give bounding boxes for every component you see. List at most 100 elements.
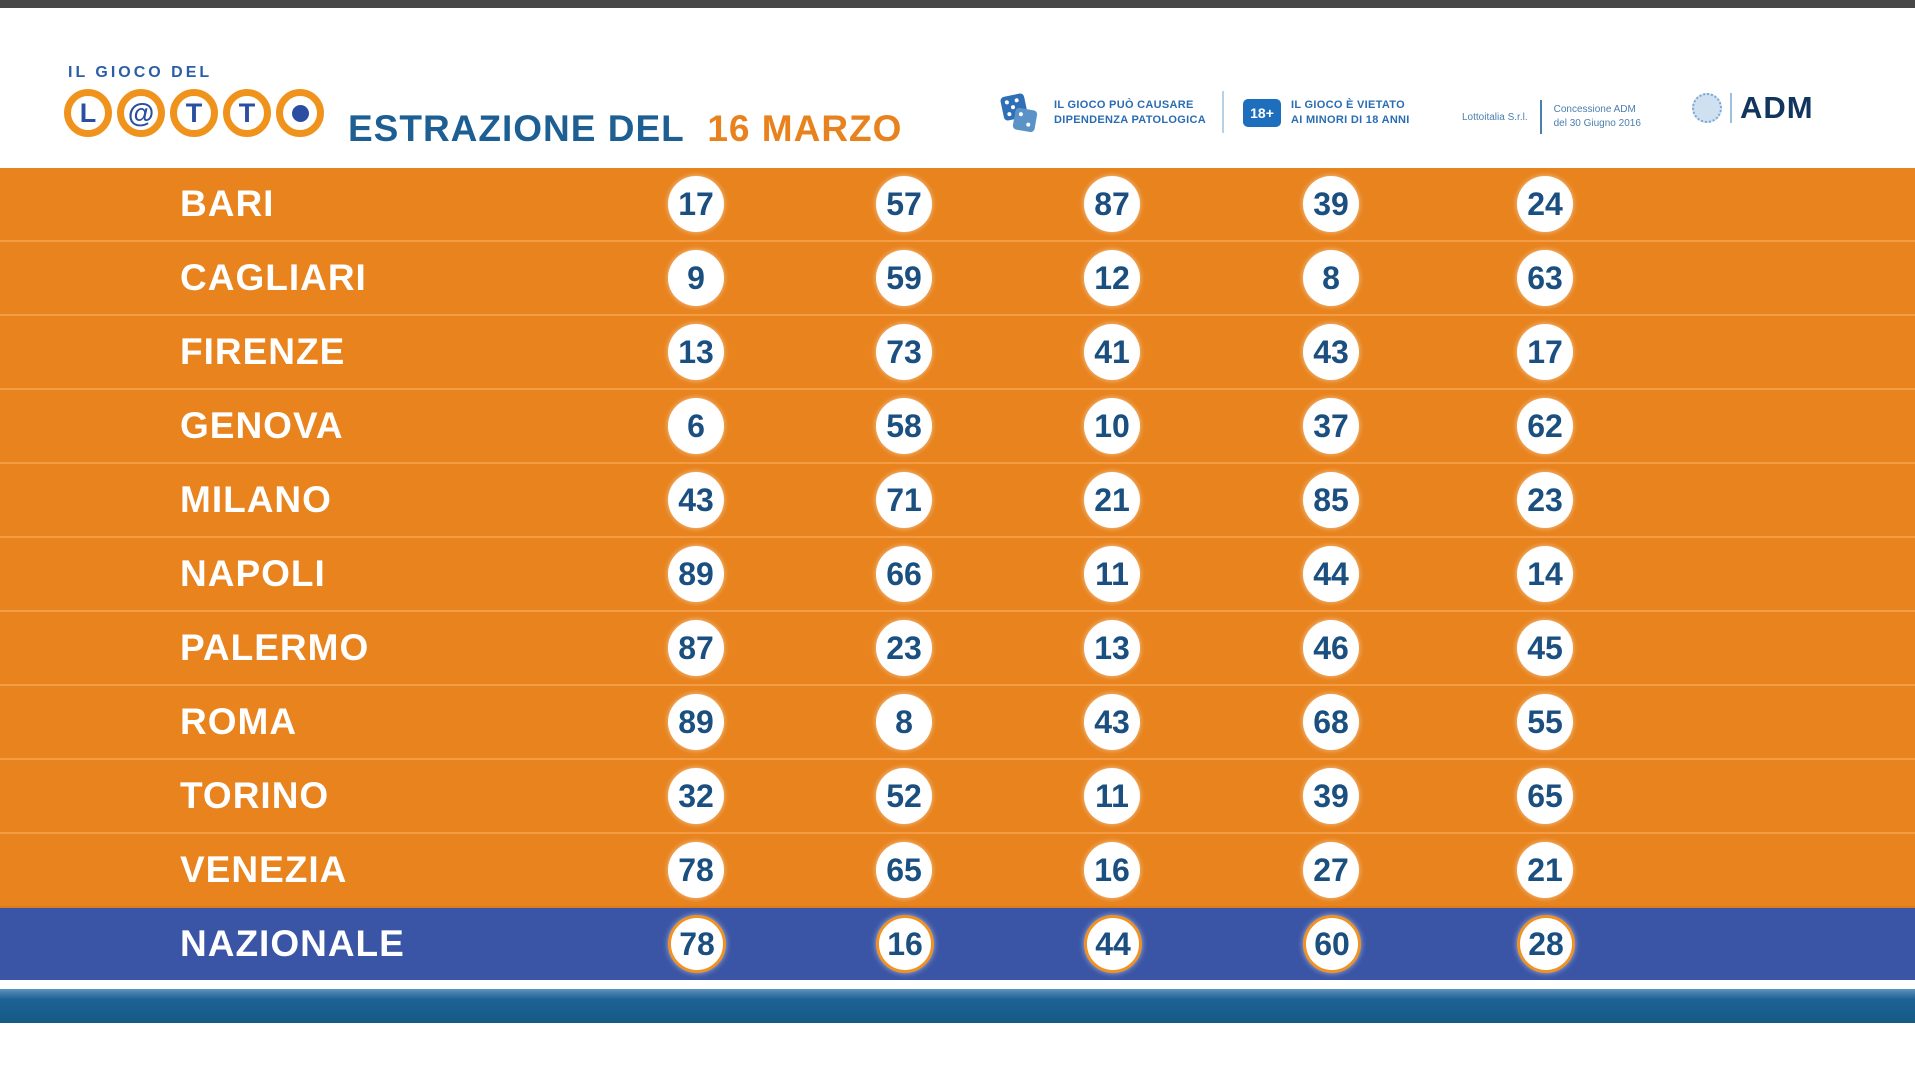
number-ball: 71 bbox=[876, 472, 932, 528]
city-label: FIRENZE bbox=[180, 331, 346, 372]
number-ball: 43 bbox=[668, 472, 724, 528]
18plus-icon: 18+ bbox=[1243, 98, 1281, 127]
number-ball: 68 bbox=[1303, 694, 1359, 750]
number-ball: 37 bbox=[1303, 398, 1359, 454]
table-row: CAGLIARI 9 59 12 8 63 bbox=[0, 240, 1915, 314]
number-ball: 24 bbox=[1517, 176, 1573, 232]
number-ball: 27 bbox=[1303, 842, 1359, 898]
footer: · bbox=[0, 1023, 1915, 1080]
top-strip bbox=[0, 0, 1915, 8]
number-ball: 62 bbox=[1517, 398, 1573, 454]
city-label: VENEZIA bbox=[180, 849, 348, 890]
table-row: NAZIONALE 78 16 44 60 28 bbox=[0, 906, 1915, 980]
number-ball: 32 bbox=[668, 768, 724, 824]
number-ball: 46 bbox=[1303, 620, 1359, 676]
table-row: BARI 17 57 87 39 24 bbox=[0, 168, 1915, 240]
number-ball: 8 bbox=[876, 694, 932, 750]
title-prefix: ESTRAZIONE DEL bbox=[348, 108, 685, 149]
addiction-warning: IL GIOCO PUÒ CAUSARE DIPENDENZA PATOLOGI… bbox=[999, 92, 1206, 133]
page-title: ESTRAZIONE DEL 16 MARZO bbox=[348, 108, 902, 150]
adm-divider bbox=[1730, 93, 1732, 123]
number-ball: 60 bbox=[1303, 915, 1361, 973]
title-date: 16 MARZO bbox=[707, 108, 903, 149]
number-ball: 63 bbox=[1517, 250, 1573, 306]
number-ball: 14 bbox=[1517, 546, 1573, 602]
table-row: PALERMO 87 23 13 46 45 bbox=[0, 610, 1915, 684]
number-ball: 13 bbox=[668, 324, 724, 380]
number-ball: 89 bbox=[668, 694, 724, 750]
number-ball: 85 bbox=[1303, 472, 1359, 528]
number-ball: 44 bbox=[1084, 915, 1142, 973]
table-row: VENEZIA 78 65 16 27 21 bbox=[0, 832, 1915, 906]
company-name: Lottoitalia S.r.l. bbox=[1462, 111, 1528, 123]
city-label: PALERMO bbox=[180, 627, 370, 668]
logo-letter-circle: T bbox=[223, 89, 271, 137]
logo-letter-circle: T bbox=[170, 89, 218, 137]
legal-info: Lottoitalia S.r.l. Concessione ADM del 3… bbox=[1462, 100, 1641, 134]
table-row: TORINO 32 52 11 39 65 bbox=[0, 758, 1915, 832]
number-ball: 73 bbox=[876, 324, 932, 380]
number-ball: 66 bbox=[876, 546, 932, 602]
concession-text: Concessione ADM del 30 Giugno 2016 bbox=[1553, 104, 1641, 129]
bottom-bar bbox=[0, 989, 1915, 1023]
logo-letter-circle: L bbox=[64, 89, 112, 137]
table-row: NAPOLI 89 66 11 44 14 bbox=[0, 536, 1915, 610]
city-label: MILANO bbox=[180, 479, 332, 520]
number-ball: 12 bbox=[1084, 250, 1140, 306]
city-label: NAZIONALE bbox=[180, 923, 405, 964]
city-label: TORINO bbox=[180, 775, 330, 816]
logo-circles: L @ T T bbox=[64, 89, 324, 137]
header: IL GIOCO DEL L @ T T ESTRAZIONE DEL 16 MARZ… bbox=[0, 8, 1915, 168]
adm-emblem-icon bbox=[1692, 93, 1722, 123]
separator-line bbox=[0, 982, 1915, 989]
number-ball: 55 bbox=[1517, 694, 1573, 750]
adm-logo: ADM bbox=[1692, 90, 1814, 126]
number-ball: 11 bbox=[1084, 546, 1140, 602]
dice-icon bbox=[999, 92, 1044, 133]
number-ball: 45 bbox=[1517, 620, 1573, 676]
table-row: ROMA 89 8 43 68 55 bbox=[0, 684, 1915, 758]
city-label: NAPOLI bbox=[180, 553, 326, 594]
number-ball: 43 bbox=[1303, 324, 1359, 380]
adm-label: ADM bbox=[1740, 90, 1814, 125]
number-ball: 8 bbox=[1303, 250, 1359, 306]
number-ball: 41 bbox=[1084, 324, 1140, 380]
number-ball: 10 bbox=[1084, 398, 1140, 454]
number-ball: 87 bbox=[1084, 176, 1140, 232]
number-ball: 57 bbox=[876, 176, 932, 232]
number-ball: 13 bbox=[1084, 620, 1140, 676]
lotto-logo: IL GIOCO DEL L @ T T bbox=[64, 64, 324, 137]
number-ball: 89 bbox=[668, 546, 724, 602]
number-ball: 65 bbox=[876, 842, 932, 898]
number-ball: 78 bbox=[668, 842, 724, 898]
number-ball: 17 bbox=[1517, 324, 1573, 380]
legal-divider bbox=[1539, 100, 1542, 134]
number-ball: 17 bbox=[668, 176, 724, 232]
number-ball: 23 bbox=[1517, 472, 1573, 528]
number-ball: 52 bbox=[876, 768, 932, 824]
lotto-table: BARI 17 57 87 39 24 CAGLIARI 9 59 12 8 6… bbox=[0, 168, 1915, 980]
minors-warning: 18+ IL GIOCO È VIETATO AI MINORI DI 18 A… bbox=[1243, 98, 1410, 128]
logo-tagline: IL GIOCO DEL bbox=[68, 64, 213, 81]
number-ball: 87 bbox=[668, 620, 724, 676]
number-ball: 43 bbox=[1084, 694, 1140, 750]
number-ball: 44 bbox=[1303, 546, 1359, 602]
city-label: CAGLIARI bbox=[180, 257, 367, 298]
number-ball: 23 bbox=[876, 620, 932, 676]
minors-warning-text: IL GIOCO È VIETATO AI MINORI DI 18 ANNI bbox=[1291, 99, 1410, 126]
city-label: ROMA bbox=[180, 701, 298, 742]
number-ball: 28 bbox=[1517, 915, 1575, 973]
logo-letter-circle: @ bbox=[117, 89, 165, 137]
number-ball: 65 bbox=[1517, 768, 1573, 824]
number-ball: 11 bbox=[1084, 768, 1140, 824]
number-ball: 39 bbox=[1303, 768, 1359, 824]
table-row: MILANO 43 71 21 85 23 bbox=[0, 462, 1915, 536]
header-divider bbox=[1222, 91, 1224, 133]
addiction-warning-text: IL GIOCO PUÒ CAUSARE DIPENDENZA PATOLOGI… bbox=[1054, 99, 1206, 126]
number-ball: 58 bbox=[876, 398, 932, 454]
table-row: FIRENZE 13 73 41 43 17 bbox=[0, 314, 1915, 388]
number-ball: 6 bbox=[668, 398, 724, 454]
number-ball: 59 bbox=[876, 250, 932, 306]
number-ball: 39 bbox=[1303, 176, 1359, 232]
number-ball: 16 bbox=[876, 915, 934, 973]
